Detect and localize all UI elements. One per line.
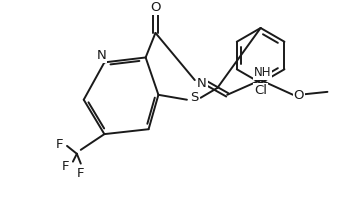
Text: S: S bbox=[191, 91, 199, 104]
Text: NH: NH bbox=[254, 66, 271, 79]
Text: Cl: Cl bbox=[254, 84, 267, 97]
Text: O: O bbox=[294, 89, 304, 102]
Text: F: F bbox=[61, 160, 69, 173]
Text: N: N bbox=[96, 49, 106, 62]
Text: N: N bbox=[197, 76, 206, 89]
Text: O: O bbox=[150, 1, 161, 14]
Text: F: F bbox=[77, 167, 84, 180]
Text: F: F bbox=[55, 138, 63, 151]
